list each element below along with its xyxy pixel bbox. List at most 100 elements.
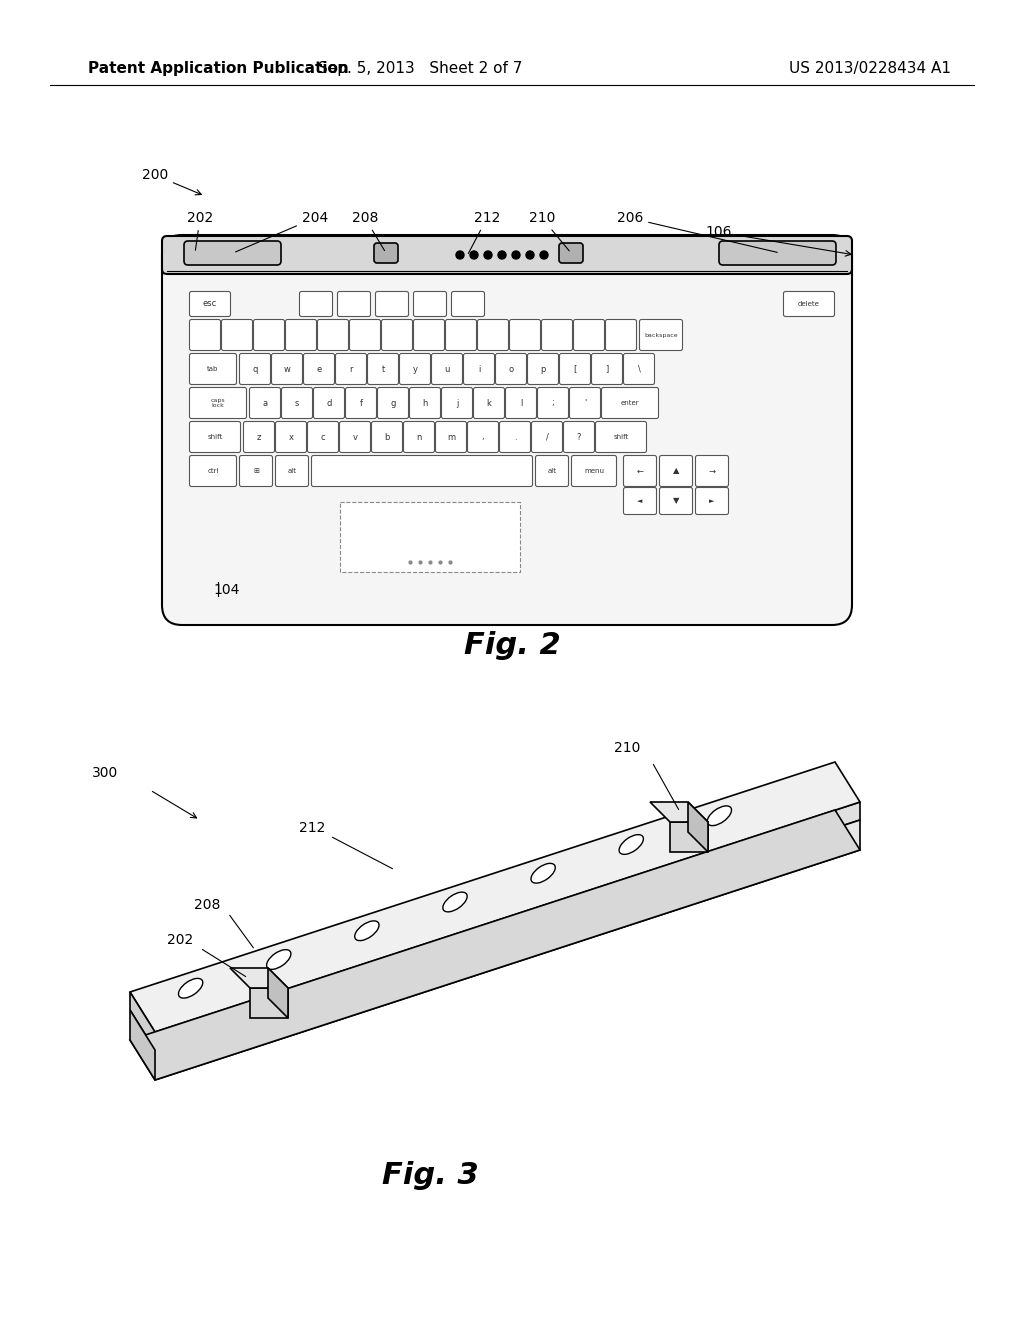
FancyBboxPatch shape [596, 421, 646, 453]
FancyBboxPatch shape [338, 292, 371, 317]
Bar [340, 502, 520, 572]
Polygon shape [130, 1010, 155, 1080]
FancyBboxPatch shape [496, 354, 526, 384]
Text: q: q [252, 364, 258, 374]
Text: ◄: ◄ [637, 498, 643, 504]
FancyBboxPatch shape [414, 319, 444, 351]
Text: n: n [417, 433, 422, 441]
Text: z: z [257, 433, 261, 441]
FancyBboxPatch shape [349, 319, 381, 351]
FancyBboxPatch shape [368, 354, 398, 384]
Polygon shape [130, 762, 860, 1032]
FancyBboxPatch shape [473, 388, 505, 418]
Ellipse shape [531, 863, 555, 883]
Text: 202: 202 [167, 933, 193, 946]
FancyBboxPatch shape [275, 455, 308, 487]
Text: a: a [262, 399, 267, 408]
Text: US 2013/0228434 A1: US 2013/0228434 A1 [790, 61, 951, 75]
Text: ;: ; [552, 399, 554, 408]
Text: ←: ← [637, 466, 643, 475]
Circle shape [498, 251, 506, 259]
Text: alt: alt [548, 469, 556, 474]
FancyBboxPatch shape [563, 421, 595, 453]
FancyBboxPatch shape [250, 388, 281, 418]
Text: j: j [456, 399, 458, 408]
Circle shape [484, 251, 492, 259]
FancyBboxPatch shape [536, 455, 568, 487]
FancyBboxPatch shape [275, 421, 306, 453]
Text: backspace: backspace [644, 333, 678, 338]
Text: h: h [422, 399, 428, 408]
Text: \: \ [638, 364, 640, 374]
Text: u: u [444, 364, 450, 374]
Polygon shape [155, 820, 860, 1080]
FancyBboxPatch shape [531, 421, 562, 453]
FancyBboxPatch shape [659, 455, 692, 487]
Text: 300: 300 [92, 766, 118, 780]
FancyBboxPatch shape [189, 354, 237, 384]
FancyBboxPatch shape [624, 487, 656, 515]
Text: t: t [381, 364, 385, 374]
Text: delete: delete [798, 301, 820, 308]
FancyBboxPatch shape [189, 388, 247, 418]
FancyBboxPatch shape [240, 354, 270, 384]
FancyBboxPatch shape [527, 354, 558, 384]
FancyBboxPatch shape [303, 354, 335, 384]
Polygon shape [130, 993, 155, 1049]
FancyBboxPatch shape [695, 487, 728, 515]
Text: ▲: ▲ [673, 466, 679, 475]
Text: m: m [446, 433, 455, 441]
Text: 206: 206 [616, 211, 777, 252]
Text: Patent Application Publication: Patent Application Publication [88, 61, 349, 75]
FancyBboxPatch shape [403, 421, 434, 453]
Text: ': ' [584, 399, 586, 408]
Text: b: b [384, 433, 390, 441]
Text: v: v [352, 433, 357, 441]
Text: 212: 212 [468, 211, 500, 253]
FancyBboxPatch shape [189, 421, 241, 453]
FancyBboxPatch shape [783, 292, 835, 317]
Text: esc: esc [203, 300, 217, 309]
FancyBboxPatch shape [452, 292, 484, 317]
FancyBboxPatch shape [571, 455, 616, 487]
FancyBboxPatch shape [500, 421, 530, 453]
Ellipse shape [442, 892, 467, 912]
FancyBboxPatch shape [162, 236, 852, 275]
FancyBboxPatch shape [299, 292, 333, 317]
Text: tab: tab [207, 366, 219, 372]
Ellipse shape [266, 949, 291, 969]
FancyBboxPatch shape [538, 388, 568, 418]
Circle shape [456, 251, 464, 259]
FancyBboxPatch shape [435, 421, 467, 453]
Text: shift: shift [613, 434, 629, 440]
FancyBboxPatch shape [271, 354, 302, 384]
FancyBboxPatch shape [559, 354, 591, 384]
Text: /: / [546, 433, 549, 441]
Text: p: p [541, 364, 546, 374]
Text: 208: 208 [194, 898, 220, 912]
FancyBboxPatch shape [468, 421, 499, 453]
Polygon shape [650, 803, 708, 822]
Text: c: c [321, 433, 326, 441]
FancyBboxPatch shape [542, 319, 572, 351]
FancyBboxPatch shape [184, 242, 281, 265]
FancyBboxPatch shape [221, 319, 253, 351]
Text: 106: 106 [705, 224, 851, 256]
Text: Fig. 2: Fig. 2 [464, 631, 560, 660]
FancyBboxPatch shape [189, 292, 230, 317]
FancyBboxPatch shape [189, 455, 237, 487]
Text: y: y [413, 364, 418, 374]
Text: ?: ? [577, 433, 582, 441]
FancyBboxPatch shape [410, 388, 440, 418]
FancyBboxPatch shape [162, 235, 852, 624]
FancyBboxPatch shape [592, 354, 623, 384]
FancyBboxPatch shape [378, 388, 409, 418]
Text: 208: 208 [352, 211, 385, 251]
Text: ,: , [481, 433, 484, 441]
FancyBboxPatch shape [376, 292, 409, 317]
FancyBboxPatch shape [477, 319, 509, 351]
FancyBboxPatch shape [624, 455, 656, 487]
Polygon shape [688, 803, 708, 851]
Text: x: x [289, 433, 294, 441]
FancyBboxPatch shape [559, 243, 583, 263]
